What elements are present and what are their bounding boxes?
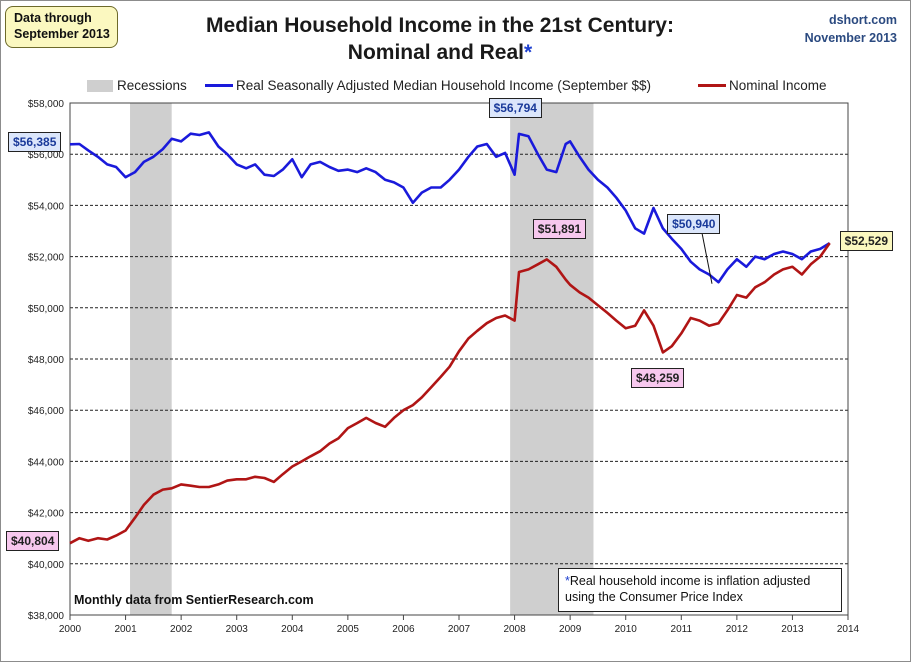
x-tick-label: 2014: [837, 624, 860, 635]
callout-48259: $48,259: [630, 368, 685, 389]
chart-title-line1: Median Household Income in the 21st Cent…: [206, 14, 674, 37]
legend-recessions-label: Recessions: [117, 78, 187, 93]
title-star: *: [524, 41, 533, 64]
legend-real-label: Real Seasonally Adjusted Median Househol…: [236, 78, 651, 93]
y-tick-label: $48,000: [28, 355, 65, 366]
data-through-note: Data through September 2013: [5, 6, 118, 48]
x-tick-label: 2012: [726, 624, 749, 635]
callout-56385: $56,385: [8, 132, 62, 153]
y-tick-label: $54,000: [28, 201, 65, 212]
chart-legend: Recessions Real Seasonally Adjusted Medi…: [85, 76, 845, 96]
footnote-line1-text: Real household income is inflation adjus…: [569, 574, 811, 588]
x-tick-label: 2001: [114, 624, 137, 635]
real-income-line: [69, 131, 831, 284]
site-name: dshort.com: [828, 13, 897, 27]
callout-40804: $40,804: [6, 531, 60, 552]
source-credit: dshort.com November 2013: [805, 11, 897, 47]
y-tick-label: $42,000: [28, 509, 65, 520]
callout-52529: $52,529: [839, 231, 894, 252]
y-tick-label: $40,000: [28, 560, 65, 571]
callout-leader-50940: [701, 232, 713, 284]
data-through-line2: September 2013: [14, 27, 110, 41]
x-tick-label: 2010: [615, 624, 638, 635]
y-tick-label: $52,000: [28, 253, 65, 264]
legend-nominal-label: Nominal Income: [729, 78, 827, 93]
x-tick-label: 2009: [559, 624, 582, 635]
x-tick-label: 2000: [59, 624, 82, 635]
chart-title-text: Nominal and Real: [347, 41, 524, 64]
footnote-star: *: [565, 574, 570, 588]
footnote-line1: *Real household income is inflation adju…: [565, 573, 841, 589]
legend-nominal-swatch: [698, 84, 726, 87]
x-tick-label: 2008: [503, 624, 526, 635]
y-tick-label: $56,000: [28, 150, 65, 161]
x-tick-label: 2007: [448, 624, 471, 635]
y-tick-label: $58,000: [28, 99, 65, 110]
x-tick-label: 2002: [170, 624, 193, 635]
nominal-income-line: [69, 242, 831, 545]
x-tick-label: 2006: [392, 624, 415, 635]
x-tick-label: 2003: [226, 624, 249, 635]
legend-recession-swatch: [87, 80, 113, 92]
legend-real-swatch: [205, 84, 233, 87]
y-tick-label: $38,000: [28, 611, 65, 622]
callout-56794: $56,794: [488, 97, 542, 118]
callout-50940: $50,940: [667, 213, 721, 234]
publish-date: November 2013: [804, 31, 897, 45]
source-note: Monthly data from SentierResearch.com: [74, 593, 314, 607]
y-tick-label: $44,000: [28, 457, 65, 468]
footnote-box: *Real household income is inflation adju…: [558, 568, 842, 612]
y-tick-label: $46,000: [28, 406, 65, 417]
data-through-line1: Data through: [14, 11, 92, 25]
chart-title-line2: Nominal and Real*: [160, 41, 720, 65]
x-tick-label: 2013: [781, 624, 804, 635]
y-tick-label: $50,000: [28, 304, 65, 315]
x-tick-label: 2004: [281, 624, 304, 635]
footnote-line2: using the Consumer Price Index: [565, 590, 743, 604]
callout-51891: $51,891: [532, 219, 587, 240]
x-tick-label: 2005: [337, 624, 360, 635]
x-tick-label: 2011: [671, 624, 693, 635]
